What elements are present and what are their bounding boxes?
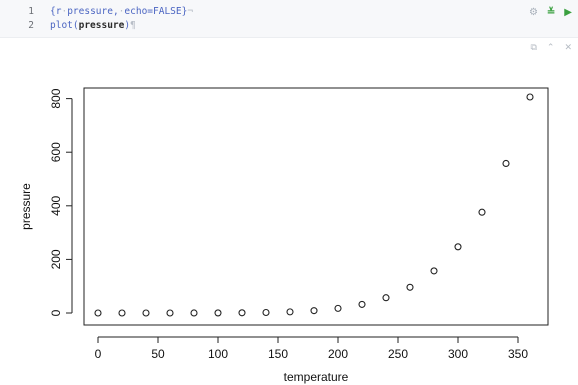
data-point <box>238 309 246 317</box>
data-point <box>118 309 126 317</box>
y-tick-label: 400 <box>49 195 63 215</box>
data-point <box>526 93 534 101</box>
collapse-output-icon[interactable]: ⌃ <box>546 42 555 52</box>
x-tick-label: 200 <box>328 347 348 361</box>
code-line-2[interactable]: plot(pressure)¶ <box>50 20 136 31</box>
data-point <box>262 308 270 317</box>
code-line-1[interactable]: {r·pressure,·echo=FALSE}¬ <box>50 6 194 17</box>
plot-frame <box>83 87 549 326</box>
data-point <box>166 309 174 317</box>
data-point <box>430 267 438 275</box>
data-point <box>190 309 198 317</box>
data-point <box>478 208 486 216</box>
data-point <box>142 309 150 317</box>
x-tick-label: 250 <box>388 347 408 361</box>
x-tick-label: 350 <box>508 347 528 361</box>
x-axis-title: temperature <box>284 370 349 384</box>
expand-output-icon[interactable]: ⧉ <box>530 42 537 52</box>
y-tick-label: 0 <box>49 309 63 316</box>
output-toolbar: ⧉ ⌃ ✕ <box>530 42 572 52</box>
data-point <box>502 159 510 168</box>
close-output-icon[interactable]: ✕ <box>564 42 572 52</box>
run-previous-chunks-icon[interactable]: ≚ <box>546 7 556 18</box>
data-point <box>454 243 462 251</box>
data-points <box>94 93 534 317</box>
line-number-gutter: 1 2 <box>0 0 38 37</box>
data-point <box>334 304 342 312</box>
y-tick-label: 200 <box>49 249 63 269</box>
y-axis-title: pressure <box>19 183 33 230</box>
x-tick-label: 150 <box>268 347 288 361</box>
settings-icon[interactable]: ⚙ <box>528 7 538 18</box>
y-tick-label: 600 <box>49 142 63 162</box>
x-tick-label: 100 <box>208 347 228 361</box>
x-tick-label: 300 <box>448 347 468 361</box>
data-point <box>214 309 222 317</box>
x-tick-label: 50 <box>151 347 165 361</box>
x-tick-label: 0 <box>95 347 102 361</box>
data-point <box>310 307 318 315</box>
data-point <box>94 309 102 317</box>
data-point <box>286 308 294 316</box>
code-chunk[interactable]: 1 2 {r·pressure,·echo=FALSE}¬ plot(press… <box>0 0 578 38</box>
y-axis: 0 200 400 600 800 <box>49 88 73 316</box>
x-axis: 0 50 100 150 200 250 300 350 <box>95 336 528 361</box>
y-tick-label: 800 <box>49 88 63 108</box>
data-point <box>358 300 366 308</box>
line-number: 2 <box>28 20 34 31</box>
line-number: 1 <box>28 6 34 17</box>
data-point <box>406 283 414 291</box>
chunk-toolbar: ⚙ ≚ ▶ <box>529 8 572 18</box>
run-chunk-icon[interactable]: ▶ <box>564 7 572 18</box>
data-point <box>382 294 390 302</box>
